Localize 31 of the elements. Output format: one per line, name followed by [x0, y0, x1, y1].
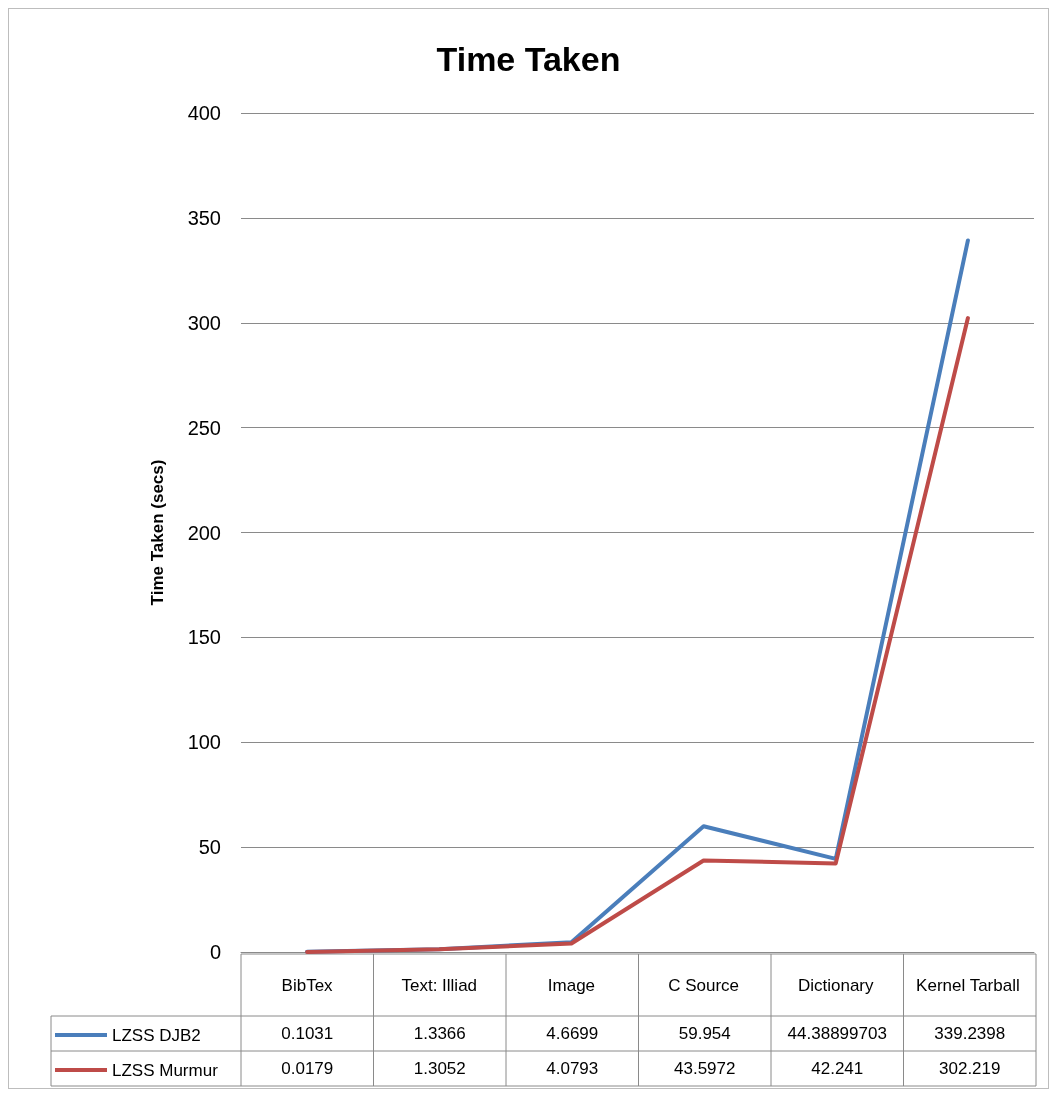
x-tick-label: Kernel Tarball — [916, 975, 1020, 995]
data-label: 1.3052 — [413, 1059, 466, 1078]
x-tick-label: Dictionary — [797, 975, 875, 995]
y-tick-label: 50 — [198, 836, 221, 859]
data-label: 43.5972 — [674, 1059, 736, 1078]
y-tick-label: 250 — [187, 416, 221, 439]
data-label: 302.219 — [939, 1059, 1001, 1078]
y-tick-label: 0 — [209, 941, 221, 963]
data-label: 59.954 — [678, 1024, 731, 1043]
y-axis-title: Time Taken (secs) — [148, 459, 167, 606]
y-tick-label: 350 — [187, 206, 221, 229]
y-tick-label: 100 — [187, 731, 221, 754]
data-label: 1.3366 — [413, 1024, 466, 1043]
legend-label: LZSS Murmur — [112, 1060, 219, 1080]
chart-title: Time Taken — [436, 40, 621, 78]
y-tick-label: 300 — [187, 311, 221, 334]
data-label: 4.0793 — [546, 1059, 599, 1078]
y-tick-label: 150 — [187, 626, 221, 649]
legend-label: LZSS DJB2 — [112, 1025, 201, 1045]
data-label: 0.1031 — [281, 1024, 334, 1043]
data-label: 0.0179 — [281, 1059, 334, 1078]
x-tick-label: C Source — [668, 975, 740, 995]
x-tick-label: Image — [547, 975, 596, 995]
data-label: 42.241 — [811, 1059, 864, 1078]
data-label: 4.6699 — [546, 1024, 599, 1043]
data-label: 44.38899703 — [787, 1024, 887, 1043]
data-label: 339.2398 — [934, 1024, 1006, 1043]
x-tick-label: BibTex — [281, 975, 334, 995]
y-tick-label: 400 — [187, 102, 221, 124]
y-tick-label: 200 — [187, 521, 221, 544]
x-tick-label: Text: Illiad — [401, 975, 478, 995]
